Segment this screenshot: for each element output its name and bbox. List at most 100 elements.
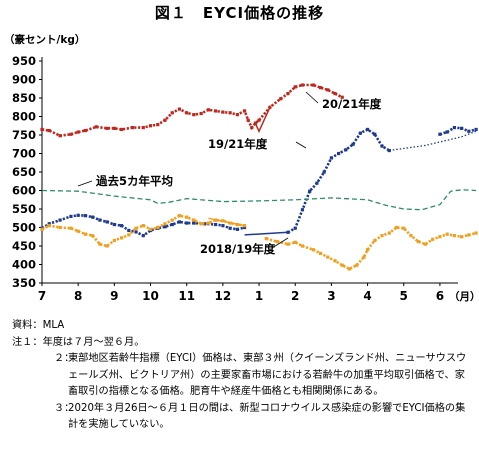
y-tick-label: 400 [12, 258, 36, 272]
data-point [221, 110, 225, 114]
data-point [286, 242, 290, 246]
data-point [333, 259, 337, 263]
data-point [340, 263, 344, 267]
eyci-line-chart: 350 400 450 500 550 600 650 700 750 800 850 900 950 7… [4, 33, 479, 303]
series-line [244, 231, 289, 236]
data-point [318, 86, 323, 90]
x-tick-label: 4 [363, 289, 371, 303]
data-point [275, 239, 279, 244]
x-tick-label: 12 [215, 289, 232, 303]
data-point [402, 226, 406, 230]
data-point [460, 235, 464, 239]
data-point [438, 132, 442, 136]
data-point [445, 130, 449, 134]
annotation-5yr-avg: 過去5カ年平均 [95, 174, 173, 188]
data-point [170, 111, 174, 115]
data-point [163, 222, 167, 226]
data-point [293, 226, 297, 230]
data-point [394, 225, 399, 230]
data-point [105, 126, 109, 130]
data-point [365, 248, 370, 252]
data-point [105, 220, 109, 224]
data-point [293, 240, 297, 244]
y-tick-label: 950 [12, 54, 36, 68]
y-tick-label: 750 [12, 128, 36, 142]
data-point [268, 105, 272, 109]
data-point [279, 97, 283, 101]
x-tick-label: 2 [291, 289, 299, 303]
data-point [130, 126, 135, 130]
data-point [199, 111, 203, 116]
data-point [199, 222, 203, 226]
annotation-1921: 19/21年度 [208, 137, 268, 151]
y-tick-label: 700 [12, 147, 36, 161]
data-point [416, 239, 420, 244]
data-point [76, 130, 80, 134]
x-tick-label: 5 [400, 289, 408, 303]
data-point [141, 224, 145, 228]
data-point [58, 218, 62, 222]
x-tick-label: 11 [178, 289, 195, 303]
data-point [177, 107, 182, 111]
data-point [423, 242, 428, 246]
data-point [163, 118, 167, 122]
data-point [474, 231, 478, 235]
data-point [235, 227, 239, 231]
data-point [315, 181, 319, 185]
data-point [40, 127, 44, 132]
data-point [192, 113, 196, 117]
data-point [467, 129, 471, 133]
data-point [98, 242, 102, 246]
x-tick-label: 3 [327, 289, 335, 303]
series-line [41, 189, 477, 211]
data-point [163, 225, 167, 229]
series-line [439, 126, 477, 136]
data-point [94, 125, 98, 129]
x-tick-label: 7 [38, 289, 46, 303]
data-point [47, 224, 51, 228]
axes: 350 400 450 500 550 600 650 700 750 800 850 900 950 7… [4, 33, 479, 303]
data-point [474, 127, 478, 132]
y-tick-label: 900 [12, 73, 36, 87]
data-point [105, 244, 109, 248]
data-point [148, 124, 153, 128]
data-point [112, 222, 116, 227]
y-tick-label: 650 [12, 165, 36, 179]
data-point [40, 227, 44, 231]
data-point [69, 214, 73, 218]
data-point [177, 214, 182, 218]
note-key: 資料： [12, 320, 43, 331]
data-point [83, 214, 88, 218]
note-text: MLA [42, 320, 65, 331]
data-point [221, 224, 225, 228]
data-point [380, 234, 384, 238]
data-point [134, 230, 138, 234]
data-point [127, 228, 131, 233]
data-point [337, 151, 341, 156]
data-point [177, 220, 182, 224]
data-point [69, 226, 73, 230]
data-point [460, 126, 464, 130]
data-point [257, 118, 261, 122]
data-point [431, 237, 435, 241]
annotation-leader [295, 141, 307, 149]
data-point [373, 132, 377, 136]
annotation-2021: 20/21年度 [322, 97, 382, 111]
data-point [242, 225, 247, 230]
y-tick-label: 350 [12, 276, 36, 290]
data-point [355, 263, 359, 267]
data-point [112, 238, 116, 243]
data-point [250, 126, 254, 130]
note-1: 注１： 年度は７月～翌６月。 [12, 335, 474, 352]
data-point [192, 218, 196, 222]
data-point [329, 156, 333, 160]
series-line [265, 226, 477, 271]
data-point [340, 95, 344, 99]
data-point [141, 234, 145, 238]
data-point [246, 118, 250, 122]
note-2: ２： 東部地区若齢牛指標（EYCI）価格は、東部３州（クイーンズランド州、ニュー… [12, 351, 474, 401]
data-point [347, 267, 352, 271]
x-tick-label: 1 [255, 289, 263, 303]
data-point [452, 126, 456, 130]
